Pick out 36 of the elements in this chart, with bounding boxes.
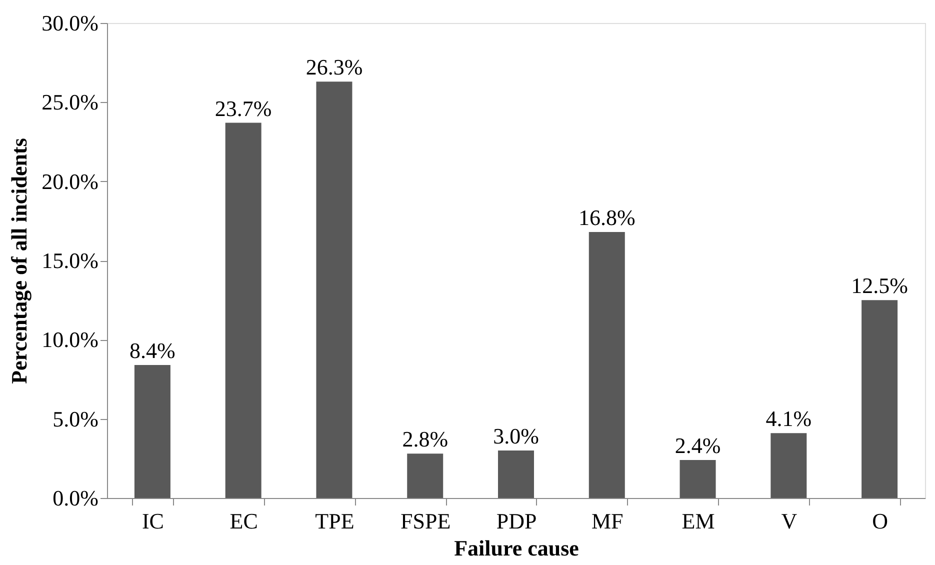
bar xyxy=(407,454,444,498)
y-tick-label: 25.0% xyxy=(42,90,98,115)
data-label: 4.1% xyxy=(766,406,812,432)
data-label: 12.5% xyxy=(851,273,908,298)
bar xyxy=(316,82,352,498)
x-tick-label: MF xyxy=(591,508,624,534)
x-tick-label: FSPE xyxy=(400,508,451,534)
data-label: 2.8% xyxy=(402,426,448,452)
bar xyxy=(862,300,898,498)
y-tick-label: 0.0% xyxy=(52,486,98,510)
y-tick-label: 5.0% xyxy=(52,406,98,432)
data-label: 8.4% xyxy=(130,338,176,363)
y-tick-label: 15.0% xyxy=(42,248,98,273)
y-tick-label: 30.0% xyxy=(42,10,98,36)
data-label: 26.3% xyxy=(306,54,363,80)
x-tick-label: PDP xyxy=(496,508,537,534)
x-tick-label: IC xyxy=(142,508,164,534)
x-tick-label: TPE xyxy=(315,508,354,534)
x-tick-label: EC xyxy=(230,508,258,534)
data-label: 23.7% xyxy=(214,96,272,121)
bar xyxy=(498,450,534,498)
data-label: 3.0% xyxy=(493,424,539,448)
bar xyxy=(680,460,716,498)
y-tick-label: 10.0% xyxy=(42,327,98,352)
x-tick-label: EM xyxy=(682,508,715,534)
x-tick-label: V xyxy=(781,508,798,534)
y-tick-label: 20.0% xyxy=(42,168,98,194)
bar xyxy=(225,122,262,498)
bar xyxy=(770,433,807,498)
bar xyxy=(134,365,170,498)
x-axis-title: Failure cause xyxy=(454,536,580,560)
x-tick-label: O xyxy=(872,508,888,534)
y-axis-title: Percentage of all incidents xyxy=(6,138,32,384)
data-label: 2.4% xyxy=(674,433,721,458)
bar xyxy=(588,232,625,498)
data-label: 16.8% xyxy=(578,205,636,230)
